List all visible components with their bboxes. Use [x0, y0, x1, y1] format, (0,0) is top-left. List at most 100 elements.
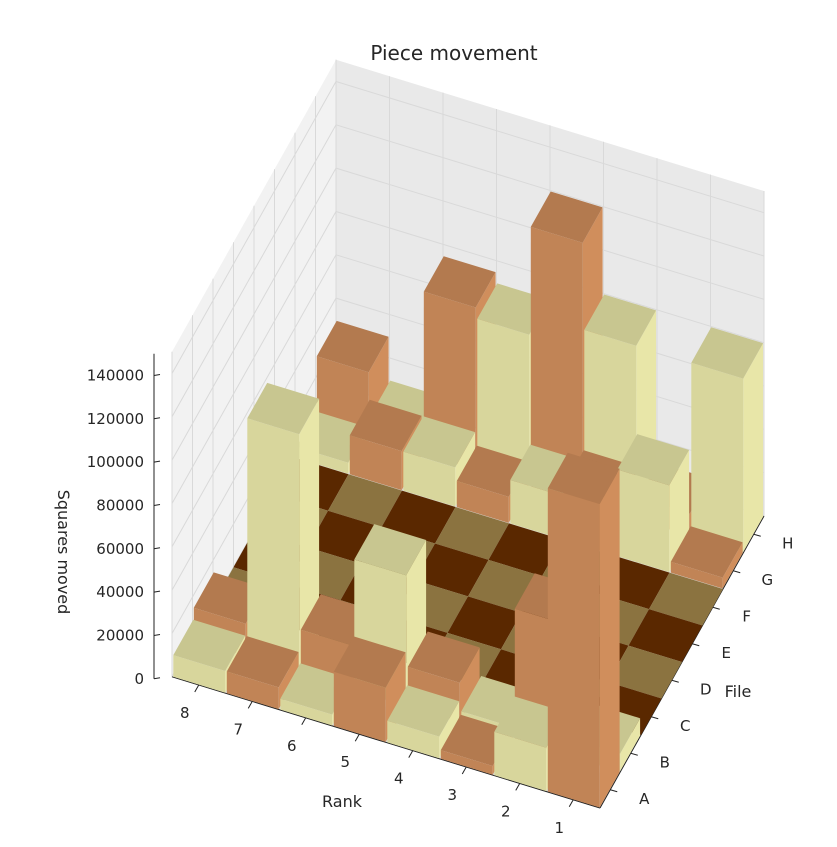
bar-face-top: [423, 256, 496, 308]
x-tick-label: E: [722, 644, 731, 662]
bars: [173, 191, 764, 808]
z-tick-label: 40000: [96, 583, 144, 601]
x-tick-mark: [651, 716, 659, 720]
bar-face-side: [494, 731, 547, 792]
x-tick-label: A: [639, 790, 650, 808]
bar-face-side: [280, 698, 333, 726]
y-tick-label: 5: [340, 753, 350, 771]
x-tick-label: D: [700, 680, 712, 698]
z-tick-mark: [153, 590, 161, 593]
y-tick-mark: [461, 766, 467, 775]
y-tick-label: 7: [233, 720, 243, 738]
y-tick-mark: [194, 684, 200, 693]
bar-face-side: [670, 561, 723, 589]
x-tick-label: G: [761, 571, 773, 589]
bar-face-front: [620, 718, 641, 771]
bar-face-side: [349, 435, 402, 491]
bar-face-side: [226, 671, 279, 710]
bar-face-side: [477, 318, 530, 487]
z-tick-label: 0: [134, 670, 144, 688]
bar-face-top: [617, 434, 690, 486]
bar-face-top: [670, 526, 743, 578]
y-tick-label: 3: [447, 786, 457, 804]
bar-face-top: [403, 416, 476, 468]
x-tick-mark: [671, 679, 679, 683]
bar-face-top: [226, 636, 299, 688]
y-tick-label: 6: [287, 737, 297, 755]
bar-face-top: [349, 399, 422, 452]
y-tick-mark: [408, 750, 414, 758]
y-tick-label: 8: [180, 704, 190, 722]
bar-face-side: [173, 655, 226, 693]
board-square: [447, 596, 522, 650]
x-tick-label: H: [782, 534, 793, 552]
z-tick-mark: [153, 547, 161, 550]
bar-face-side: [530, 226, 583, 503]
z-tick-label: 20000: [96, 626, 144, 644]
y-tick-mark: [568, 799, 574, 808]
x-tick-mark: [610, 789, 618, 793]
z-tick-label: 140000: [87, 366, 144, 384]
bar-face-top: [173, 619, 246, 671]
z-tick-mark: [153, 677, 161, 680]
x-axis-label: File: [725, 682, 752, 701]
y-tick-mark: [354, 733, 360, 742]
z-tick-mark: [153, 633, 161, 636]
y-tick-label: 4: [394, 770, 404, 788]
x-tick-mark: [753, 533, 761, 537]
z-tick-mark: [153, 373, 161, 376]
bar-face-front: [299, 398, 320, 673]
z-axis-label: Squares moved: [54, 490, 73, 615]
z-tick-mark: [153, 503, 161, 506]
board-square: [328, 474, 402, 528]
bar-face-front: [459, 647, 480, 722]
z-tick-label: 80000: [96, 496, 144, 514]
x-tick-mark: [630, 752, 638, 756]
bar-face-top: [547, 452, 620, 505]
x-tick-label: B: [660, 753, 670, 771]
bar-face-side: [247, 418, 300, 673]
x-tick-mark: [712, 606, 720, 610]
board-square: [608, 645, 682, 699]
bar-face-top: [387, 685, 460, 737]
y-tick-mark: [301, 717, 307, 726]
bar-face-side: [387, 720, 440, 759]
bar-face-side: [456, 481, 509, 523]
bar-face-side: [333, 671, 386, 742]
y-tick-mark: [247, 701, 253, 709]
z-tick-label: 120000: [87, 410, 144, 428]
bar-face-front: [599, 468, 620, 808]
bar-face-top: [407, 631, 480, 683]
board-square: [435, 507, 509, 560]
bar-face-top: [316, 320, 389, 373]
y-axis-label: Rank: [322, 792, 363, 811]
board-square: [649, 572, 723, 626]
axes: A BC DE FG H 1 2 3 4 5 6 7 8 0 20000 40000 60000 80000 100…: [87, 353, 793, 837]
y-axis-line: [171, 676, 601, 809]
bar-face-top: [530, 191, 603, 243]
z-tick-label: 100000: [87, 453, 144, 471]
bar-face-top: [333, 636, 406, 688]
bar-face-side: [547, 488, 600, 808]
bar-face-top: [691, 327, 764, 379]
bar-face-front: [439, 701, 460, 759]
chart-title: Piece movement: [370, 41, 537, 65]
bar-face-top: [354, 524, 427, 576]
board-square: [381, 490, 456, 544]
x-tick-label: C: [680, 717, 690, 735]
x-tick-label: F: [742, 607, 751, 625]
board-square: [488, 523, 563, 577]
z-tick-mark: [153, 460, 161, 463]
y-tick-mark: [515, 783, 521, 791]
bar-face-front: [743, 343, 764, 552]
z-tick-mark: [153, 417, 161, 420]
bar-face-side: [403, 451, 456, 507]
board-square: [628, 609, 703, 662]
bar-face-top: [247, 382, 320, 435]
bar-face-side: [440, 750, 493, 775]
y-tick-label: 2: [501, 802, 511, 820]
y-tick-label: 1: [554, 819, 564, 837]
x-tick-mark: [733, 570, 741, 574]
bar-face-side: [617, 469, 670, 573]
